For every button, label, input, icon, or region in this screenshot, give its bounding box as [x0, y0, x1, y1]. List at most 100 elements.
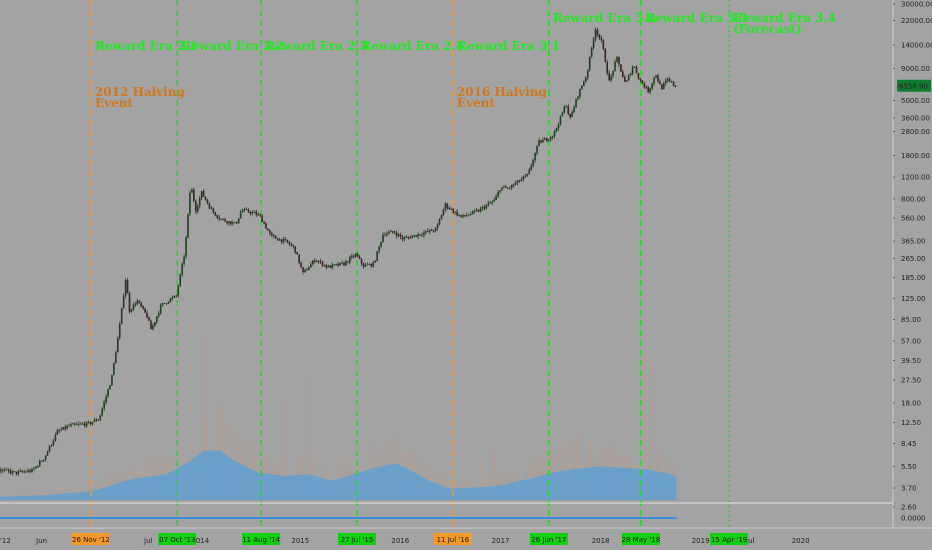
- price-tick-label: 265.00: [901, 255, 926, 263]
- candle-body: [105, 396, 107, 402]
- candle-body: [251, 212, 254, 214]
- candle-body: [323, 264, 326, 266]
- candle-body: [567, 106, 570, 114]
- date-marker-label: 26 Jun '17: [531, 536, 566, 544]
- candle-body: [111, 374, 113, 386]
- candle-body: [586, 70, 589, 78]
- candle-body: [269, 230, 271, 234]
- candle-body: [483, 207, 486, 209]
- volume-area: [0, 450, 677, 500]
- time-tick-label: 2015: [291, 537, 309, 545]
- date-marker-badge: [158, 533, 197, 545]
- candle-body: [360, 258, 363, 264]
- volume-bar: [221, 402, 223, 500]
- candle-body: [313, 260, 316, 262]
- candle-body: [456, 211, 458, 216]
- candle-body: [282, 239, 285, 243]
- date-marker-badge: [529, 533, 568, 545]
- candle-body: [376, 251, 378, 262]
- candle-body: [58, 430, 61, 432]
- candle-body: [183, 256, 185, 264]
- candle-body: [528, 169, 531, 174]
- price-tick-label: 12.50: [901, 419, 921, 427]
- candle-body: [569, 113, 571, 118]
- candle-body: [561, 112, 564, 116]
- candle-body: [466, 215, 468, 217]
- candle-body: [179, 274, 181, 287]
- candle-body: [444, 203, 447, 210]
- candle-body: [432, 230, 435, 232]
- date-marker-label: 26 Nov '12: [72, 536, 110, 544]
- volume-bar: [308, 370, 310, 500]
- candle-body: [627, 75, 630, 81]
- candle-body: [637, 73, 640, 79]
- candle-body: [672, 81, 675, 86]
- candle-body: [169, 298, 172, 302]
- era-label: Reward Era 2.1: [95, 39, 198, 53]
- candle-body: [581, 85, 583, 89]
- candle-body: [417, 234, 419, 237]
- candle-body: [81, 423, 84, 425]
- candle-body: [46, 451, 49, 456]
- candle-body: [602, 40, 605, 50]
- candle-body: [31, 469, 33, 472]
- candle-body: [15, 471, 18, 474]
- candle-body: [196, 206, 199, 212]
- candle-body: [370, 264, 373, 267]
- candle-body: [594, 29, 597, 40]
- candle-body: [154, 321, 156, 326]
- candle-body: [629, 73, 632, 76]
- candle-body: [27, 470, 29, 472]
- candle-body: [399, 234, 402, 237]
- candle-body: [331, 264, 334, 268]
- candle-body: [93, 419, 96, 423]
- candle-body: [596, 29, 599, 35]
- candle-body: [239, 212, 242, 219]
- candle-body: [493, 199, 495, 202]
- price-axis[interactable]: 30000.00 22000.00 14000.00 9000.00 5000.00 36…: [892, 0, 932, 528]
- candle-body: [395, 232, 398, 236]
- candle-body: [347, 261, 349, 263]
- candle-body: [321, 261, 324, 266]
- candle-body: [317, 261, 320, 262]
- price-tick-label: 125.00: [901, 295, 926, 303]
- candle-body: [171, 297, 174, 299]
- candle-body: [393, 232, 396, 234]
- candle-body: [508, 187, 511, 189]
- candle-body: [585, 77, 587, 83]
- candle-body: [655, 75, 657, 78]
- date-marker-label: 11 Jul '16: [437, 536, 470, 544]
- candle-body: [557, 124, 560, 129]
- candle-body: [255, 212, 258, 215]
- volume-bar: [479, 461, 481, 500]
- candle-body: [345, 261, 347, 266]
- candle-body: [200, 191, 203, 199]
- candle-body: [598, 34, 601, 38]
- candle-body: [549, 137, 552, 140]
- candle-body: [276, 238, 279, 241]
- candle-body: [136, 300, 139, 305]
- candle-body: [257, 214, 259, 216]
- candle-body: [668, 79, 671, 82]
- time-axis[interactable]: '12 Jun Jul 2014 2015 2016 2017 2018 2019 Jul 2020…: [0, 527, 932, 550]
- candle-body: [618, 57, 620, 65]
- candle-body: [109, 385, 111, 390]
- candle-body: [530, 165, 532, 170]
- candle-body: [117, 338, 119, 353]
- price-tick-label: 560.00: [901, 215, 926, 223]
- candle-body: [592, 39, 595, 48]
- candle-body: [263, 221, 265, 224]
- candle-body: [440, 215, 443, 220]
- date-marker-badge: [433, 533, 472, 545]
- era-label: Reward Era 2.2: [181, 39, 284, 53]
- candle-body: [620, 64, 622, 72]
- indicator-tick-label: 0.0000: [901, 515, 926, 523]
- candle-body: [378, 246, 380, 252]
- candle-body: [520, 179, 523, 182]
- candle-body: [419, 234, 421, 236]
- candle-body: [152, 325, 154, 330]
- candle-body: [590, 47, 593, 57]
- volume-bar: [653, 367, 655, 500]
- price-tick-label: 57.00: [901, 337, 921, 345]
